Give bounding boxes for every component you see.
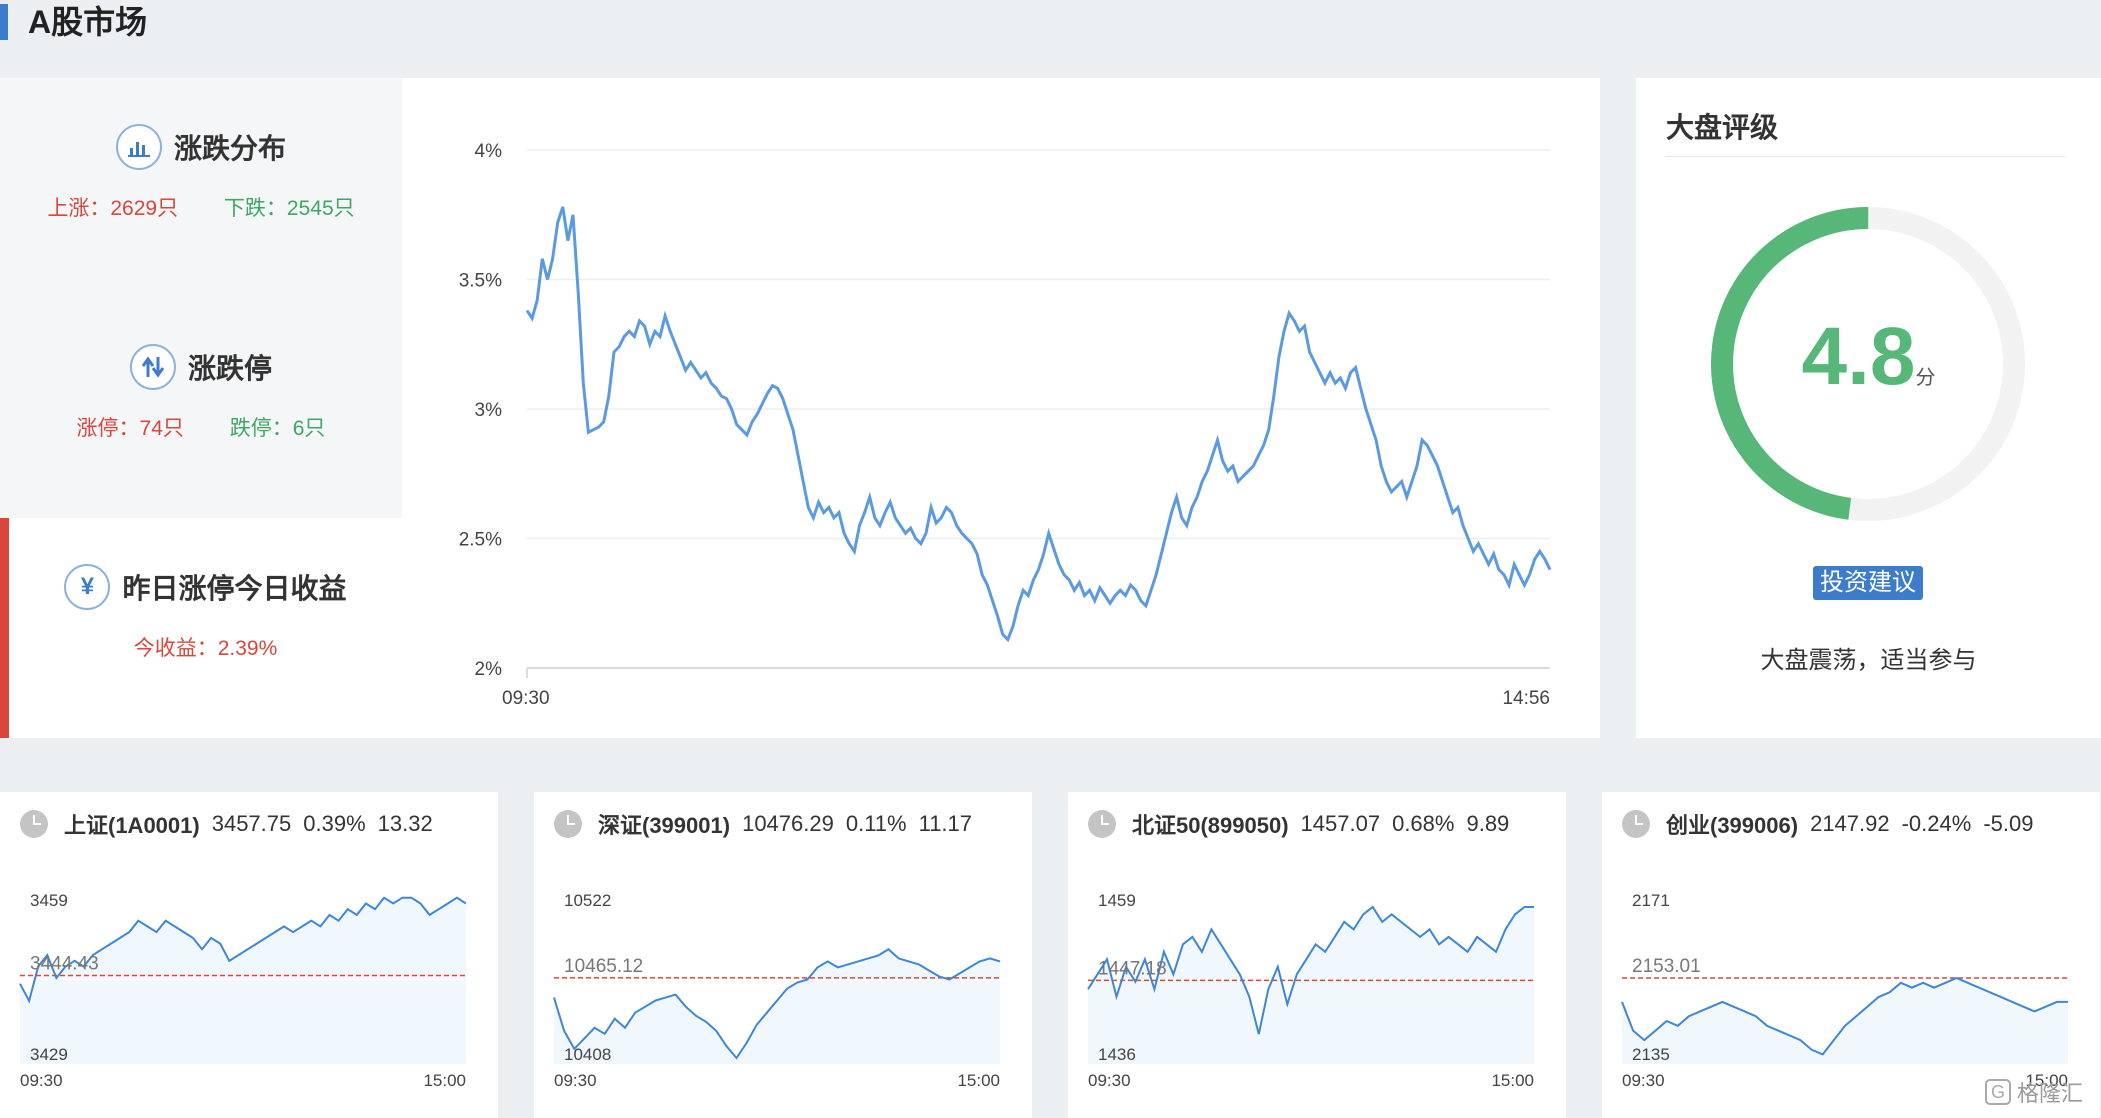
breadth-series-line <box>525 206 1552 643</box>
y-tick-label: 3.5% <box>459 271 502 292</box>
index-price: 1457.07 <box>1300 811 1381 836</box>
yesterday-title: 昨日涨停今日收益 <box>122 573 347 604</box>
x-end-label: 14:56 <box>1502 688 1550 709</box>
y-tick-label: 2.5% <box>459 530 502 551</box>
header-accent-bar <box>0 4 8 40</box>
index-name: 北证50(899050) <box>1132 813 1289 838</box>
y-ref-label: 3444.43 <box>30 954 99 975</box>
x-end-label: 15:00 <box>2025 1071 2068 1090</box>
investment-advice-button[interactable]: 投资建议 <box>1813 566 1923 600</box>
index-price: 3457.75 <box>211 811 292 836</box>
clock-icon <box>1622 810 1650 838</box>
x-end-label: 15:00 <box>423 1071 466 1090</box>
y-max-label: 2171 <box>1632 891 1670 910</box>
y-tick-label: 2% <box>475 659 503 680</box>
advice-text: 大盘震荡，适当参与 <box>1760 647 1977 674</box>
distribution-title: 涨跌分布 <box>173 133 286 164</box>
score-number: 4.8 <box>1801 311 1916 402</box>
index-change: -5.09 <box>1983 811 2034 836</box>
market-breadth-chart: 4% 3.5% 3% 2.5% 2% 09:30 14:56 <box>402 78 1600 738</box>
index-pct: 0.11% <box>845 811 907 836</box>
y-min-label: 2135 <box>1632 1045 1670 1064</box>
limit-down-count: 跌停：6只 <box>229 417 326 440</box>
y-min-label: 1436 <box>1098 1045 1136 1064</box>
market-rating-panel: 大盘评级 4.8分 投资建议 大盘震荡，适当参与 <box>1636 78 2101 738</box>
x-start-label: 09:30 <box>1622 1071 1665 1090</box>
y-ref-label: 2153.01 <box>1632 956 1701 977</box>
index-series-line <box>1087 905 1534 1035</box>
index-pct: 0.68% <box>1392 811 1455 836</box>
index-card-shenzhen[interactable]: 10522 10465.12 10408 09:30 15:00 深证(399001) … <box>534 792 1032 1118</box>
x-start-label: 09:30 <box>502 688 550 709</box>
y-min-label: 10408 <box>564 1045 611 1064</box>
index-change: 11.17 <box>918 811 973 836</box>
x-start-label: 09:30 <box>1088 1071 1131 1090</box>
rating-score: 4.8分 <box>1636 310 2101 404</box>
rise-count: 上涨：2629只 <box>47 197 179 220</box>
yesterday-limit-block[interactable]: ¥ 昨日涨停今日收益 今收益：2.39% <box>0 518 402 738</box>
x-end-label: 15:00 <box>957 1071 1000 1090</box>
index-price: 10476.29 <box>742 811 834 836</box>
gauge-progress-arc <box>1711 207 2025 521</box>
index-area-fill <box>1088 907 1534 1064</box>
index-card-beijing50[interactable]: 1459 1447.18 1436 09:30 15:00 北证50(899050) 1… <box>1068 792 1566 1118</box>
index-series-line <box>553 948 1001 1060</box>
index-pct: 0.39% <box>303 811 366 836</box>
x-end-label: 15:00 <box>1491 1071 1534 1090</box>
score-unit: 分 <box>1915 367 1936 389</box>
index-name: 上证(1A0001) <box>64 813 200 838</box>
y-max-label: 10522 <box>564 891 611 910</box>
index-area-fill <box>1622 978 2068 1064</box>
page-title: A股市场 <box>28 4 148 40</box>
market-stats-panel: 涨跌分布 上涨：2629只 下跌：2545只 涨跌停 涨停：74只 跌停：6只 … <box>0 78 402 738</box>
bar-chart-icon <box>115 124 162 170</box>
index-change: 13.32 <box>377 811 433 836</box>
up-down-arrows-icon <box>129 344 176 390</box>
index-name: 创业(399006) <box>1666 813 1799 838</box>
breadth-line-chart: 4% 3.5% 3% 2.5% 2% 09:30 14:56 <box>459 141 1552 709</box>
watermark-text: 格隆汇 <box>2017 1081 2084 1106</box>
clock-icon <box>554 810 582 838</box>
rating-gauge <box>1711 207 2025 521</box>
x-start-label: 09:30 <box>554 1071 597 1090</box>
y-tick-label: 3% <box>475 400 503 421</box>
yen-icon: ¥ <box>64 564 111 610</box>
y-ref-label: 10465.12 <box>564 956 643 977</box>
index-pct: -0.24% <box>1901 811 1972 836</box>
yesterday-return: 今收益：2.39% <box>133 637 278 660</box>
rating-divider <box>1666 156 2066 157</box>
x-start-label: 09:30 <box>20 1071 63 1090</box>
distribution-block[interactable]: 涨跌分布 上涨：2629只 下跌：2545只 <box>0 124 402 222</box>
watermark: G 格隆汇 <box>1985 1076 2083 1108</box>
limit-up-count: 涨停：74只 <box>76 417 184 440</box>
limit-title: 涨跌停 <box>187 353 272 384</box>
y-tick-label: 4% <box>475 141 503 162</box>
logo-icon: G <box>1985 1079 2011 1105</box>
index-area-fill <box>20 897 466 1064</box>
rating-title: 大盘评级 <box>1666 112 1779 143</box>
y-min-label: 3429 <box>30 1045 68 1064</box>
index-card-chinext[interactable]: 2171 2153.01 2135 09:30 15:00 创业(399006) 214… <box>1602 792 2100 1118</box>
clock-icon <box>20 810 48 838</box>
y-ref-label: 1447.18 <box>1098 958 1167 979</box>
index-name: 深证(399001) <box>598 813 731 838</box>
fall-count: 下跌：2545只 <box>223 197 355 220</box>
page-header: A股市场 <box>0 0 2101 76</box>
index-area-fill <box>554 949 1000 1064</box>
index-series-line <box>1621 976 2068 1056</box>
index-change: 9.89 <box>1466 811 1510 836</box>
limit-block[interactable]: 涨跌停 涨停：74只 跌停：6只 <box>0 344 402 442</box>
y-max-label: 1459 <box>1098 891 1136 910</box>
index-card-shanghai[interactable]: 3459 3444.43 3429 09:30 15:00 上证(1A0001) 345… <box>0 792 498 1118</box>
index-price: 2147.92 <box>1810 811 1890 836</box>
clock-icon <box>1088 810 1116 838</box>
index-series-line <box>19 896 467 1004</box>
y-max-label: 3459 <box>30 891 68 910</box>
